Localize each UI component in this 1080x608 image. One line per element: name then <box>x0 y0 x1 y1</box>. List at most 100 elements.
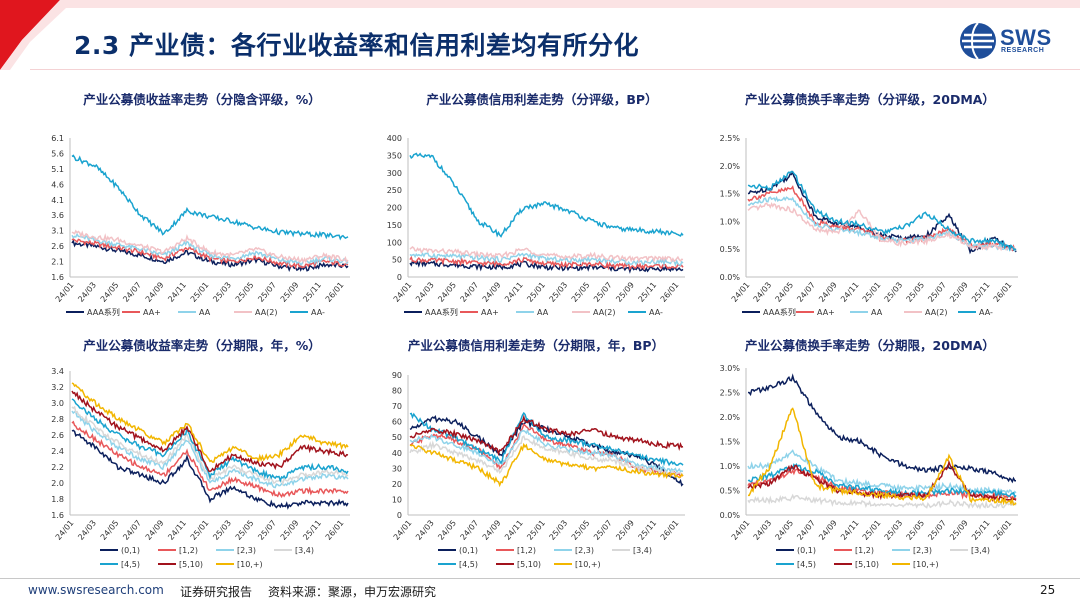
y-tick-label: 5.1 <box>51 165 64 174</box>
x-tick-label: 25/03 <box>548 281 570 304</box>
series-line <box>71 405 349 487</box>
x-tick-label: 25/11 <box>637 281 659 304</box>
x-tick-label: 25/03 <box>883 281 905 304</box>
sws-globe-icon <box>960 22 996 60</box>
y-tick-label: 80 <box>392 387 402 396</box>
x-tick-label: 24/05 <box>99 519 121 542</box>
y-tick-label: 2.6 <box>51 431 64 440</box>
y-tick-label: 350 <box>387 151 402 160</box>
series-line <box>71 382 349 463</box>
y-tick-label: 2.5% <box>720 389 741 398</box>
series-line <box>747 493 1017 510</box>
x-tick-label: 25/11 <box>301 519 323 542</box>
x-tick-label: 24/01 <box>730 519 752 542</box>
legend-label: AA+ <box>143 308 161 317</box>
y-tick-label: 250 <box>387 186 402 195</box>
slide-title: 2.3 产业债：各行业收益率和信用利差均有所分化 <box>74 31 639 60</box>
y-tick-label: 2.0 <box>51 479 64 488</box>
series-line <box>409 415 684 487</box>
y-tick-label: 1.5% <box>720 190 741 199</box>
x-tick-label: 24/07 <box>459 519 481 542</box>
y-tick-label: 1.6 <box>51 511 64 520</box>
legend-label: [4,5) <box>797 560 816 569</box>
y-tick-label: 6.1 <box>51 134 64 143</box>
y-tick-label: 60 <box>392 418 402 427</box>
legend-label: [10,+) <box>237 560 263 569</box>
x-tick-label: 25/03 <box>211 519 233 542</box>
x-tick-label: 24/09 <box>144 281 166 304</box>
x-tick-label: 25/05 <box>570 519 592 542</box>
legend-label: AA- <box>311 308 325 317</box>
x-tick-label: 25/01 <box>525 519 547 542</box>
y-tick-label: 90 <box>392 371 402 380</box>
legend-label: AA <box>871 308 883 317</box>
legend-label: AAA系列 <box>763 307 796 317</box>
legend-label: [2,3) <box>237 546 256 555</box>
series-line <box>71 154 349 241</box>
x-tick-label: 25/07 <box>926 281 948 304</box>
legend-label: [1,2) <box>855 546 874 555</box>
y-tick-label: 0 <box>397 511 402 520</box>
x-tick-label: 24/01 <box>54 281 76 304</box>
legend-label: [2,3) <box>575 546 594 555</box>
logo-subtext: RESEARCH <box>1001 47 1045 54</box>
x-tick-label: 25/11 <box>970 281 992 304</box>
x-tick-label: 25/09 <box>948 281 970 304</box>
y-tick-label: 0.5% <box>720 487 741 496</box>
x-tick-label: 25/01 <box>189 281 211 304</box>
y-tick-label: 1.6 <box>51 273 64 282</box>
y-tick-label: 70 <box>392 402 402 411</box>
series-line <box>71 232 349 266</box>
y-tick-label: 3.6 <box>51 211 64 220</box>
x-tick-label: 24/03 <box>752 519 774 542</box>
x-tick-label: 25/05 <box>904 519 926 542</box>
x-tick-label: 24/07 <box>795 519 817 542</box>
series-line <box>71 390 349 473</box>
legend-label: [5,10) <box>517 560 541 569</box>
x-tick-label: 25/07 <box>256 519 278 542</box>
legend-label: AA+ <box>481 308 499 317</box>
x-tick-label: 24/09 <box>481 281 503 304</box>
y-tick-label: 4.6 <box>51 180 64 189</box>
footer-source: 资料来源：聚源，申万宏源研究 <box>268 585 437 599</box>
y-tick-label: 1.8 <box>51 495 64 504</box>
legend-label: [3,4) <box>633 546 652 555</box>
series-line <box>71 429 349 510</box>
y-tick-label: 150 <box>387 221 402 230</box>
series-line <box>71 229 349 264</box>
x-tick-label: 24/01 <box>392 519 414 542</box>
legend-label: (0,1) <box>459 546 478 555</box>
x-tick-label: 25/01 <box>861 281 883 304</box>
footer-url-link[interactable]: www.swsresearch.com <box>28 583 164 597</box>
series-line <box>409 435 684 478</box>
x-tick-label: 24/11 <box>839 519 861 542</box>
x-tick-label: 25/03 <box>211 281 233 304</box>
legend-label: AA+ <box>817 308 835 317</box>
x-tick-label: 24/03 <box>76 281 98 304</box>
y-tick-label: 300 <box>387 169 402 178</box>
series-line <box>409 428 684 474</box>
x-tick-label: 25/07 <box>592 519 614 542</box>
x-tick-label: 25/01 <box>861 519 883 542</box>
x-tick-label: 25/09 <box>279 281 301 304</box>
x-tick-label: 25/05 <box>234 519 256 542</box>
x-tick-label: 26/01 <box>659 519 681 542</box>
y-tick-label: 10 <box>392 495 402 504</box>
x-tick-label: 25/03 <box>883 519 905 542</box>
legend-label: AAA系列 <box>425 307 458 317</box>
legend-label: (0,1) <box>121 546 140 555</box>
x-tick-label: 24/05 <box>436 281 458 304</box>
x-tick-label: 26/01 <box>659 281 681 304</box>
y-tick-label: 100 <box>387 238 402 247</box>
y-tick-label: 30 <box>392 464 402 473</box>
x-tick-label: 24/05 <box>436 519 458 542</box>
y-tick-label: 0.5% <box>720 245 741 254</box>
legend-label: [4,5) <box>121 560 140 569</box>
series-line <box>71 410 349 489</box>
x-tick-label: 25/07 <box>256 281 278 304</box>
red-corner-shape <box>0 0 60 70</box>
legend-label: AA- <box>979 308 993 317</box>
series-line <box>747 195 1017 253</box>
series-line <box>747 185 1017 252</box>
y-tick-label: 2.8 <box>51 415 64 424</box>
